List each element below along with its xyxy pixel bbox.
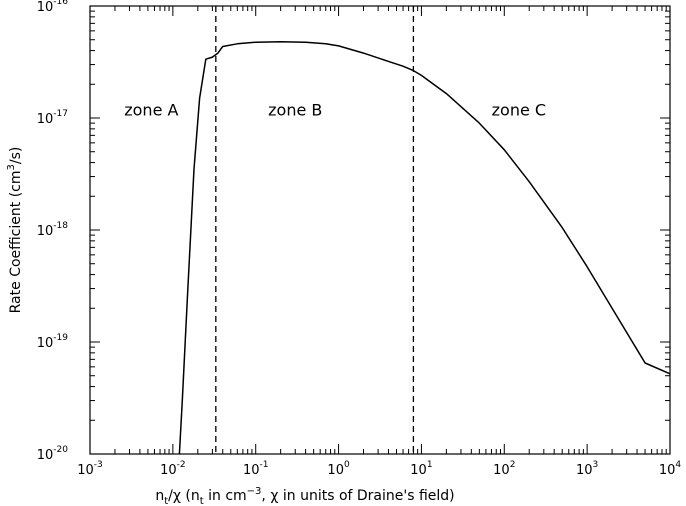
x-tick-label: 10-3 bbox=[77, 460, 103, 478]
series-layer bbox=[178, 40, 671, 455]
y-tick-label: 10-17 bbox=[37, 109, 68, 127]
y-tick-label: 10-20 bbox=[37, 445, 69, 463]
zone-boundaries bbox=[215, 6, 415, 454]
axis-ticks bbox=[89, 5, 671, 455]
x-tick-label: 101 bbox=[410, 460, 432, 478]
zone-label: zone C bbox=[492, 101, 546, 120]
rate-coefficient-line bbox=[178, 40, 671, 455]
x-axis-title: nt/χ (nt in cm−3, χ in units of Draine's… bbox=[155, 486, 454, 506]
tick-labels: 10-3 10-2 10-1 100 101 102 103 104 10-20 10-19 10-… bbox=[37, 0, 682, 478]
y-tick-label: 10-19 bbox=[37, 333, 69, 351]
y-tick-label: 10-18 bbox=[37, 221, 69, 239]
x-tick-label: 10-1 bbox=[243, 460, 269, 478]
y-tick-label: 10-16 bbox=[37, 0, 69, 15]
x-tick-label: 103 bbox=[576, 460, 598, 478]
x-tick-label: 104 bbox=[659, 460, 682, 478]
zone-label: zone B bbox=[268, 101, 322, 120]
x-tick-label: 10-2 bbox=[160, 460, 186, 478]
plot-frame bbox=[89, 5, 671, 455]
zone-label: zone A bbox=[124, 101, 178, 120]
zone-labels: zone A zone B zone C bbox=[124, 101, 546, 120]
x-tick-label: 100 bbox=[327, 460, 350, 478]
x-tick-label: 102 bbox=[493, 460, 515, 478]
y-axis-title: Rate Coefficient (cm3/s) bbox=[6, 147, 24, 314]
